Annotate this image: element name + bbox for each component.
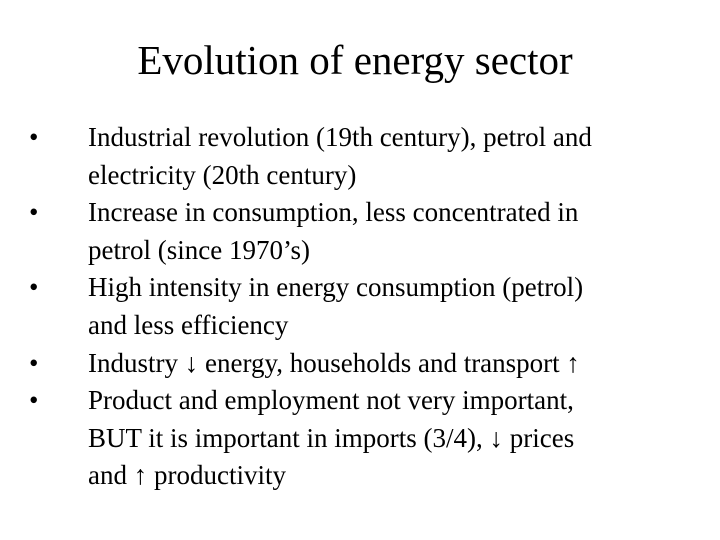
bullet-marker: • <box>29 122 39 152</box>
bullet-text-line: and ↑ productivity <box>88 460 286 491</box>
bullet-marker: • <box>29 347 39 378</box>
bullet-text-line: BUT it is important in imports (3/4), ↓ … <box>88 422 575 453</box>
bullet-item: • Increase in consumption, less concentra… <box>0 194 720 269</box>
bullet-text-line: Industrial revolution (19th century), pe… <box>88 122 592 152</box>
bullet-list: • Industrial revolution (19th century), p… <box>0 119 720 495</box>
bullet-text-line: Product and employment not very importan… <box>88 385 574 416</box>
bullet-item: • Product and employment not very importa… <box>0 382 720 495</box>
bullet-text-line: and less efficiency <box>88 309 289 340</box>
bullet-text-line: petrol (since 1970’s) <box>88 234 310 265</box>
slide-title: Evolution of energy sector <box>137 37 573 83</box>
bullet-item: • Industry ↓ energy, households and trans… <box>0 345 720 383</box>
bullet-text-line: High intensity in energy consumption (pe… <box>88 272 584 303</box>
bullet-text-line: Industry ↓ energy, households and transp… <box>88 347 580 378</box>
bullet-item: • High intensity in energy consumption (p… <box>0 269 720 344</box>
bullet-marker: • <box>29 272 39 303</box>
bullet-marker: • <box>29 385 39 416</box>
bullet-text-line: Increase in consumption, less concentrat… <box>88 197 579 228</box>
bullet-item: • Industrial revolution (19th century), p… <box>0 119 720 194</box>
bullet-marker: • <box>29 197 39 228</box>
bullet-text-line: electricity (20th century) <box>88 159 357 190</box>
